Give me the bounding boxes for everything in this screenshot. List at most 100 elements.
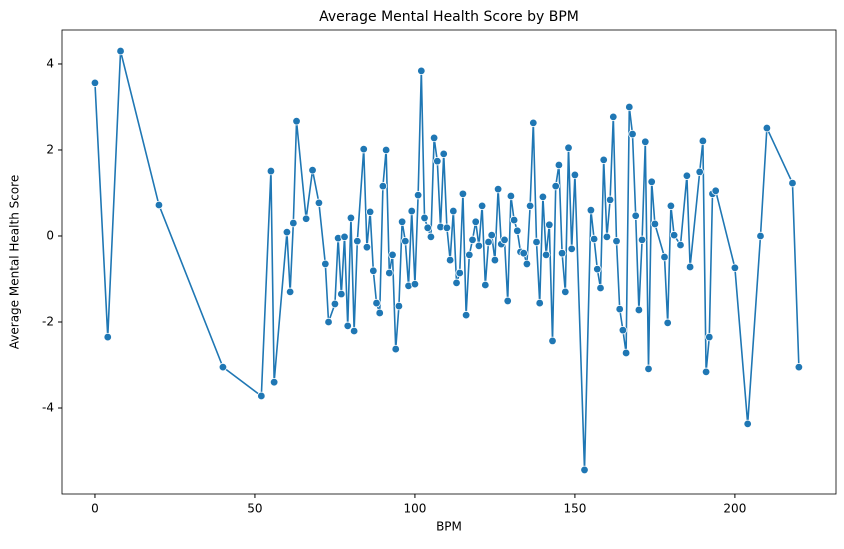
marker (369, 266, 378, 276)
marker (538, 192, 548, 202)
x-tick-label: 150 (563, 502, 586, 516)
marker (500, 235, 509, 245)
marker (397, 217, 407, 226)
marker (634, 305, 644, 315)
marker (349, 326, 359, 336)
marker (449, 206, 458, 216)
y-tick-label: 2 (46, 142, 54, 156)
marker (618, 325, 628, 335)
marker (551, 181, 560, 191)
marker (541, 250, 551, 260)
marker (564, 143, 573, 153)
x-tick-label: 0 (91, 502, 99, 516)
marker (439, 149, 448, 159)
marker (330, 299, 340, 309)
marker (509, 215, 519, 225)
marker (484, 237, 493, 247)
marker (663, 318, 672, 328)
marker (458, 189, 468, 199)
marker (513, 226, 522, 236)
marker (154, 200, 164, 210)
x-tick-label: 100 (403, 502, 426, 516)
marker (545, 220, 554, 230)
marker (660, 252, 669, 262)
marker (429, 133, 439, 143)
marker (625, 102, 634, 112)
marker (455, 268, 464, 278)
marker (647, 177, 656, 186)
marker (676, 240, 685, 250)
marker (433, 156, 442, 166)
plot-frame (61, 29, 837, 495)
marker (698, 136, 708, 146)
marker (621, 348, 631, 358)
marker (388, 250, 397, 260)
marker (375, 308, 384, 318)
marker (337, 289, 346, 299)
marker (372, 298, 381, 308)
marker (385, 268, 394, 278)
marker (586, 205, 596, 215)
marker (535, 298, 544, 308)
marker (529, 118, 538, 128)
marker (471, 217, 480, 226)
marker (788, 178, 797, 188)
marker (605, 195, 615, 205)
marker (292, 116, 301, 126)
marker (90, 78, 100, 88)
marker (580, 465, 589, 475)
marker (644, 364, 653, 374)
marker (285, 287, 295, 297)
marker (705, 332, 714, 342)
marker (628, 129, 637, 139)
marker (554, 160, 564, 170)
marker (522, 259, 532, 269)
marker (685, 262, 695, 272)
marker (506, 191, 516, 201)
x-tick-label: 50 (247, 502, 262, 516)
marker (589, 234, 599, 244)
marker (308, 165, 317, 175)
marker (730, 263, 740, 273)
x-tick-label: 200 (723, 502, 746, 516)
marker (561, 287, 570, 297)
y-tick-label: -4 (42, 400, 54, 414)
marker (321, 259, 330, 269)
marker (423, 223, 432, 233)
marker (593, 264, 602, 274)
marker (365, 207, 375, 217)
marker (340, 232, 349, 242)
marker (410, 279, 420, 289)
marker (269, 377, 279, 387)
marker (609, 112, 618, 122)
marker (756, 231, 765, 241)
y-tick-label: 0 (46, 228, 54, 242)
y-tick-label: -2 (42, 314, 54, 328)
marker (266, 166, 276, 176)
marker (525, 201, 535, 211)
marker (394, 301, 404, 311)
marker (413, 190, 423, 200)
marker (599, 155, 608, 165)
marker (324, 317, 333, 327)
marker (650, 219, 660, 229)
marker (343, 321, 352, 331)
marker (695, 167, 704, 177)
marker (596, 283, 605, 293)
marker (461, 310, 471, 320)
marker (362, 242, 372, 252)
marker (481, 280, 490, 290)
marker (669, 230, 679, 240)
marker (426, 232, 436, 242)
marker (301, 214, 311, 223)
marker (794, 362, 804, 372)
marker (615, 304, 624, 314)
marker (445, 255, 455, 265)
marker (682, 171, 692, 180)
marker (218, 362, 228, 372)
marker (465, 250, 474, 260)
chart-title: Average Mental Health Score by BPM (319, 9, 579, 25)
marker (314, 198, 324, 208)
marker (474, 241, 484, 251)
